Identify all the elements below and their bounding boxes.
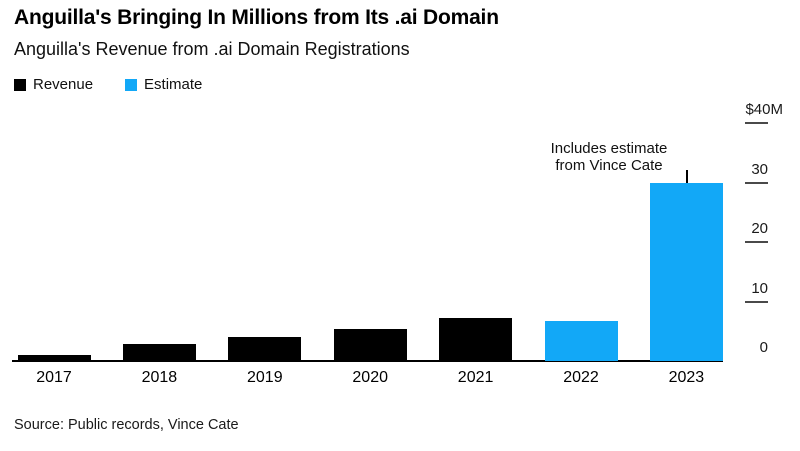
y-tick-30 <box>745 181 768 184</box>
annotation-pointer-line <box>686 170 688 187</box>
x-axis-label-2023: 2023 <box>668 369 705 386</box>
legend-label: Revenue <box>33 76 94 93</box>
legend: Revenue Estimate <box>14 76 202 93</box>
x-axis-label-2022: 2022 <box>563 369 599 386</box>
y-tick-20 <box>745 241 768 243</box>
x-axis-label-2019: 2019 <box>247 369 283 386</box>
revenue-swatch-icon <box>14 78 26 91</box>
y-tick-label-20: 20 <box>751 220 768 237</box>
y-tick-label-10: 10 <box>751 279 768 297</box>
bar-2023 <box>649 182 723 361</box>
annotation-label: Includes estimate from Vince Cate <box>550 140 668 174</box>
page-title: Anguilla's Bringing In Millions from Its… <box>14 6 499 29</box>
legend-item-revenue: Revenue <box>14 76 93 93</box>
estimate-swatch-icon <box>125 78 138 91</box>
x-axis-label-2020: 2020 <box>352 369 388 386</box>
y-tick-40 <box>745 122 768 124</box>
bar-2022 <box>544 320 618 361</box>
bar-2017 <box>17 355 91 361</box>
chart-subtitle: Anguilla's Revenue from .ai Domain Regis… <box>14 39 410 59</box>
y-tick-label-30: 30 <box>751 160 768 178</box>
x-axis-label-2021: 2021 <box>457 369 494 386</box>
bar-2018 <box>122 344 196 361</box>
x-axis-label-2018: 2018 <box>141 369 178 386</box>
x-axis-line <box>12 360 723 362</box>
legend-label: Estimate <box>144 76 203 93</box>
y-tick-10 <box>745 300 768 303</box>
y-tick-label-40: $40M <box>745 101 783 118</box>
legend-item-estimate: Estimate <box>125 76 202 93</box>
bar-2019 <box>228 337 302 361</box>
bar-2020 <box>333 329 407 361</box>
y-tick-label-0: 0 <box>759 339 768 356</box>
bar-2021 <box>439 317 513 361</box>
x-axis-label-2017: 2017 <box>36 369 72 386</box>
source-note: Source: Public records, Vince Cate <box>14 417 239 433</box>
